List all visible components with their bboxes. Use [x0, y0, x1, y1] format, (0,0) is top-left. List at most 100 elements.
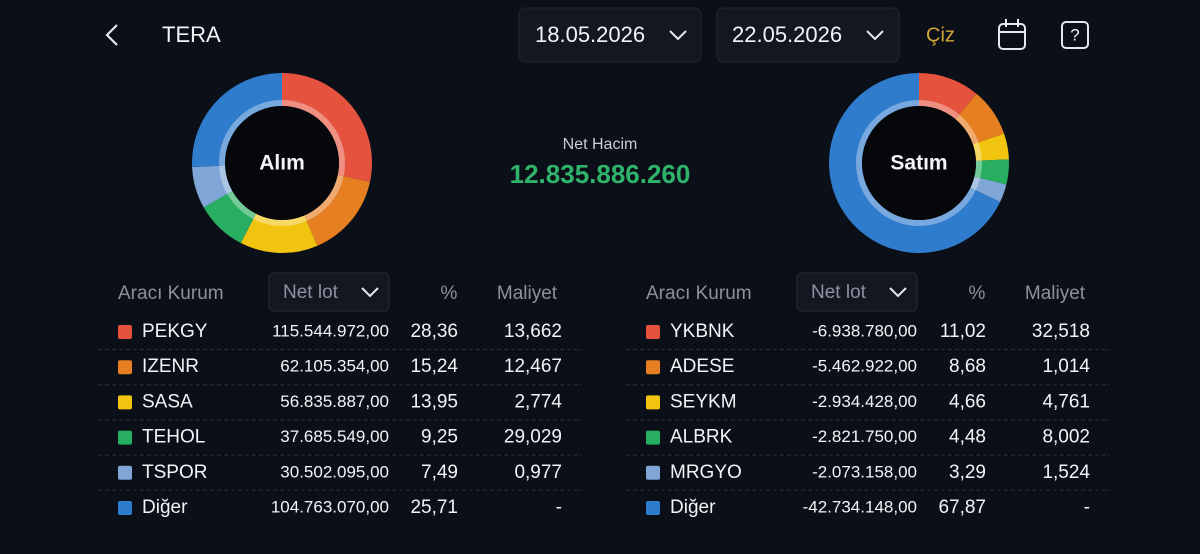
draw-button[interactable]: Çiz: [926, 24, 955, 46]
donut-segment: [829, 73, 1001, 254]
net-lot: 56.835.887,00: [280, 392, 389, 411]
donut-title: Alım: [259, 152, 305, 175]
donut-segment: [240, 213, 318, 253]
color-swatch: [118, 395, 132, 410]
column-header: Aracı Kurum: [646, 283, 752, 304]
net-lot-dropdown[interactable]: [796, 272, 918, 312]
broker-name: YKBNK: [670, 321, 735, 342]
percent: 15,24: [410, 356, 458, 377]
donut-segment: [955, 93, 1005, 145]
cost: 29,029: [504, 427, 562, 448]
cost: 1,524: [1042, 462, 1090, 483]
column-header: Maliyet: [1025, 283, 1086, 304]
cost: 8,002: [1042, 427, 1090, 448]
color-swatch: [646, 325, 660, 339]
percent: 8,68: [949, 356, 986, 377]
broker-name: TEHOL: [142, 427, 205, 448]
net-lot: 115.544.972,00: [272, 321, 389, 340]
net-lot: 104.763.070,00: [271, 497, 389, 516]
percent: 11,02: [940, 321, 986, 342]
cost: 12,467: [504, 356, 562, 377]
percent: 4,48: [949, 427, 986, 448]
donut-inner-ring: [856, 100, 982, 226]
end-date: 22.05.2026: [732, 22, 842, 47]
donut-segment: [304, 174, 371, 246]
percent: 4,66: [949, 391, 986, 412]
donut-segment: [919, 73, 977, 120]
start-date: 18.05.2026: [535, 22, 645, 47]
calendar-icon[interactable]: [998, 19, 1026, 50]
donut-center: [225, 106, 339, 220]
donut-segment: [972, 133, 1009, 161]
net-lot: 62.105.354,00: [280, 357, 389, 376]
broker-name: ADESE: [670, 356, 734, 377]
color-swatch: [118, 465, 132, 480]
percent: 25,71: [410, 497, 458, 518]
net-lot-dropdown[interactable]: [268, 272, 390, 312]
net-lot: -42.734.148,00: [803, 497, 917, 516]
cost: 32,518: [1032, 321, 1090, 342]
color-swatch: [646, 501, 660, 515]
color-swatch: [646, 395, 660, 410]
net-lot: -2.821.750,00: [812, 427, 917, 446]
column-header: %: [969, 283, 986, 304]
color-swatch: [118, 430, 132, 445]
svg-text:?: ?: [1070, 25, 1079, 44]
net-lot: 30.502.095,00: [280, 462, 389, 481]
net-lot: 37.685.549,00: [280, 427, 389, 446]
color-swatch: [118, 325, 132, 339]
net-lot: -6.938.780,00: [812, 321, 917, 340]
net-volume-label: Net Hacim: [563, 136, 638, 153]
color-swatch: [646, 360, 660, 375]
chevron: [889, 287, 907, 298]
chevron: [866, 30, 884, 41]
start-date-box[interactable]: [518, 7, 702, 63]
chevron: [669, 30, 687, 41]
broker-name: SASA: [142, 391, 193, 412]
broker-name: TSPOR: [142, 462, 207, 483]
percent: 13,95: [410, 391, 458, 412]
column-header: Net lot: [283, 282, 339, 303]
cost: 2,774: [514, 391, 562, 412]
broker-name: MRGYO: [670, 462, 742, 483]
cost: -: [1084, 497, 1090, 518]
back-button[interactable]: [105, 24, 118, 46]
color-swatch: [646, 430, 660, 445]
broker-name: IZENR: [142, 356, 199, 377]
column-header: Net lot: [811, 282, 867, 303]
color-swatch: [646, 465, 660, 480]
percent: 67,87: [938, 497, 986, 518]
net-volume-value: 12.835.886.260: [510, 159, 691, 189]
help-icon[interactable]: ?: [1061, 21, 1089, 49]
cost: 4,761: [1042, 391, 1090, 412]
percent: 28,36: [410, 321, 458, 342]
net-lot: -2.073.158,00: [812, 462, 917, 481]
color-swatch: [118, 360, 132, 375]
broker-name: Diğer: [142, 497, 188, 518]
broker-name: PEKGY: [142, 321, 208, 342]
column-header: %: [441, 283, 458, 304]
donut-inner-ring: [219, 100, 345, 226]
cost: 1,014: [1042, 356, 1090, 377]
donut-segment: [192, 165, 233, 208]
color-swatch: [118, 501, 132, 515]
cost: -: [556, 497, 562, 518]
donut-segment: [282, 73, 372, 182]
donut-segment: [974, 159, 1009, 185]
percent: 7,49: [421, 462, 458, 483]
percent: 9,25: [421, 427, 458, 448]
donut-title: Satım: [890, 152, 947, 175]
end-date-box[interactable]: [716, 7, 900, 63]
net-lot: -2.934.428,00: [812, 392, 917, 411]
broker-name: Diğer: [670, 497, 716, 518]
donut-segment: [203, 191, 256, 244]
cost: 13,662: [504, 321, 562, 342]
column-header: Aracı Kurum: [118, 283, 224, 304]
donut-segment: [970, 176, 1007, 202]
donut-segment: [192, 73, 282, 168]
net-lot: -5.462.922,00: [812, 357, 917, 376]
column-header: Maliyet: [497, 283, 558, 304]
broker-name: ALBRK: [670, 427, 733, 448]
chevron: [361, 287, 379, 298]
